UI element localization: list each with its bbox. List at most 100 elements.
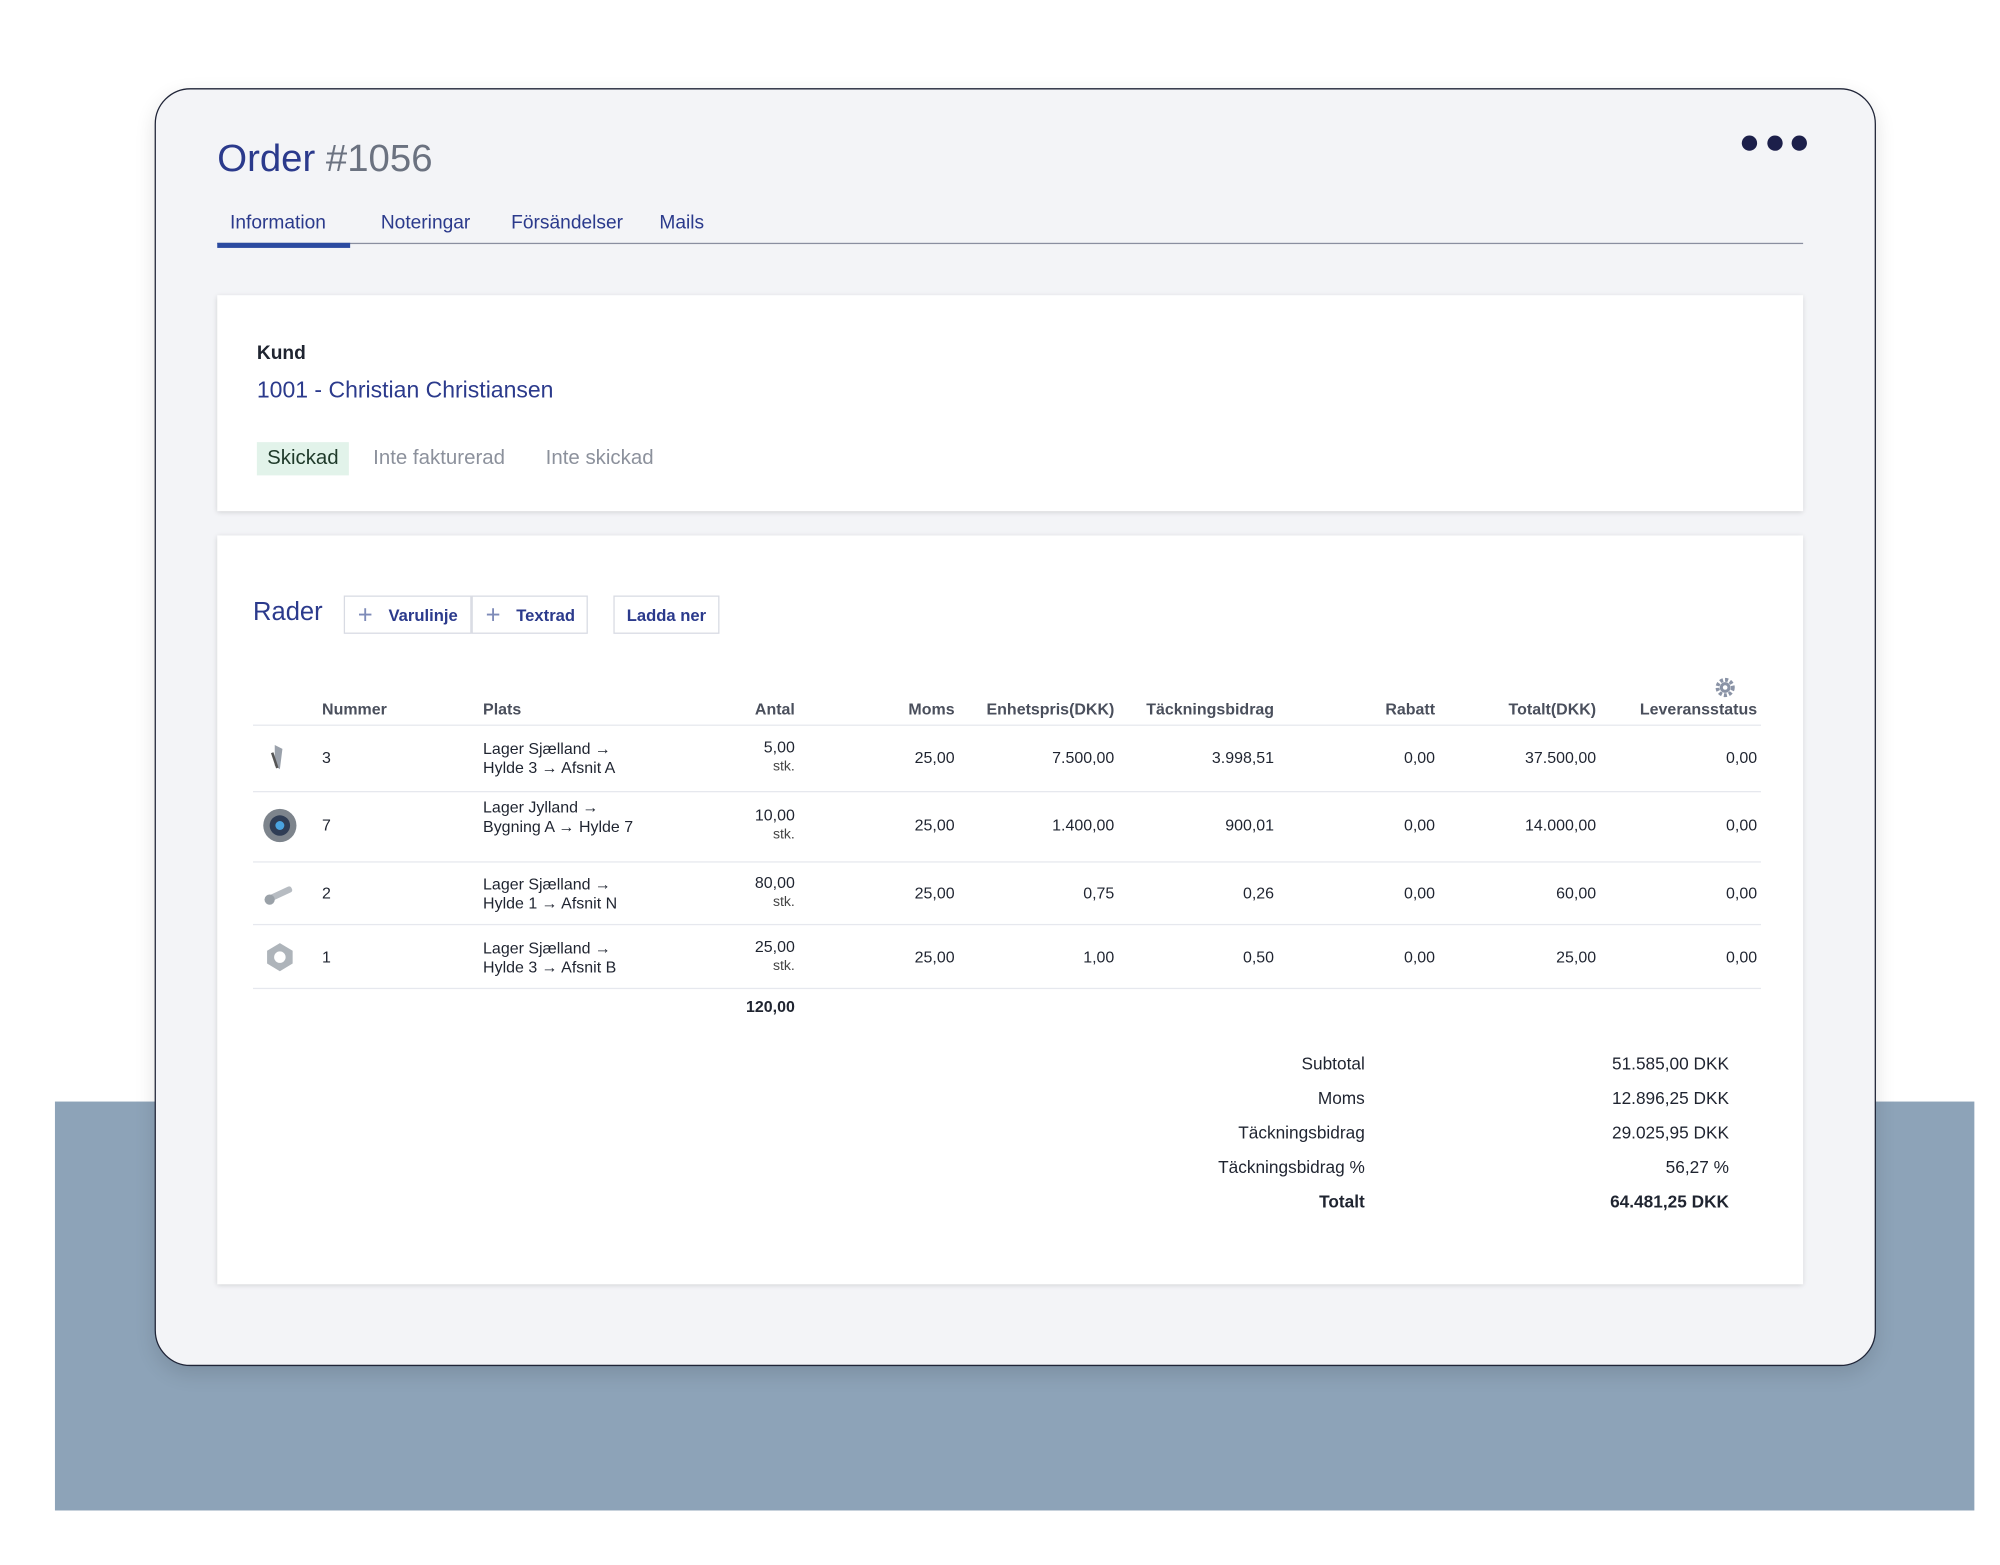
summary-value: 51.585,00 DKK xyxy=(1611,1054,1729,1074)
column-header: Totalt(DKK) xyxy=(1508,700,1597,719)
button-label: Varulinje xyxy=(388,605,458,625)
cell-location: Lager Jylland → Bygning A → Hylde 7 xyxy=(483,798,634,836)
cell-value: 25,00 xyxy=(914,948,955,967)
cell-quantity: 25,00 xyxy=(754,937,795,956)
customer-link[interactable]: 1001 - Christian Christiansen xyxy=(256,376,554,403)
cell-value: 14.000,00 xyxy=(1525,816,1597,835)
button[interactable]: + Varulinje xyxy=(343,595,472,634)
cell-value: 1,00 xyxy=(1083,948,1115,967)
cell-value: 7.500,00 xyxy=(1052,748,1115,767)
cell-value: 0,00 xyxy=(1726,748,1758,767)
button[interactable]: + Textrad xyxy=(471,595,588,634)
cell-value: 0,00 xyxy=(1403,748,1436,767)
column-header: Enhetspris(DKK) xyxy=(986,700,1115,719)
cell-value: 0,00 xyxy=(1403,884,1436,903)
cell-value: 0,50 xyxy=(1242,948,1275,967)
cell-number: 2 xyxy=(322,884,331,903)
lines-title: Rader xyxy=(253,598,323,627)
row-separator xyxy=(253,923,1761,926)
column-header: Rabatt xyxy=(1385,700,1436,719)
cell-unit: stk. xyxy=(772,759,795,775)
column-header: Täckningsbidrag xyxy=(1146,700,1275,719)
summary-value: 56,27 % xyxy=(1665,1157,1729,1177)
status-badge: Inte skickad xyxy=(545,447,654,469)
tab-rule xyxy=(217,242,1804,245)
cell-value: 0,00 xyxy=(1726,816,1758,835)
plus-icon: + xyxy=(357,601,373,631)
summary-value: 12.896,25 DKK xyxy=(1611,1088,1729,1108)
cell-unit: stk. xyxy=(772,894,795,910)
lines-panel xyxy=(217,535,1804,1285)
more-menu[interactable] xyxy=(1732,130,1815,156)
cell-location: Lager Sjælland → Hylde 1 → Afsnit N xyxy=(483,875,618,912)
button[interactable]: Ladda ner xyxy=(613,595,720,634)
summary-label: Totalt xyxy=(1319,1192,1365,1212)
tab[interactable]: Mails xyxy=(659,212,705,234)
column-header: Plats xyxy=(483,700,522,719)
button-label: Textrad xyxy=(516,605,576,625)
tab-active-indicator xyxy=(217,242,351,248)
tab[interactable]: Noteringar xyxy=(380,212,471,234)
summary-label: Täckningsbidrag xyxy=(1238,1123,1365,1143)
cell-value: 0,75 xyxy=(1083,884,1115,903)
tab[interactable]: Information xyxy=(230,212,326,234)
cell-number: 1 xyxy=(322,948,331,967)
status-badge: Inte fakturerad xyxy=(373,447,505,469)
status-badge: Skickad xyxy=(256,442,349,476)
tab[interactable]: Försändelser xyxy=(511,212,624,234)
product-image xyxy=(263,808,297,843)
product-image xyxy=(264,886,293,905)
product-thumbnail xyxy=(262,808,298,844)
row-separator xyxy=(253,791,1761,793)
cell-unit: stk. xyxy=(772,826,795,843)
order-number: #1056 xyxy=(325,138,433,181)
cell-value: 900,01 xyxy=(1225,816,1275,835)
plus-icon: + xyxy=(485,601,501,631)
cell-value: 0,00 xyxy=(1726,884,1758,903)
product-thumbnail xyxy=(262,740,298,776)
cell-value: 25,00 xyxy=(1556,948,1597,967)
cell-value: 0,26 xyxy=(1242,884,1275,903)
cell-value: 25,00 xyxy=(914,748,955,767)
summary-value: 64.481,25 DKK xyxy=(1610,1192,1729,1212)
cell-value: 37.500,00 xyxy=(1525,748,1597,767)
column-header: Antal xyxy=(754,700,795,719)
summary-value: 29.025,95 DKK xyxy=(1611,1123,1729,1143)
cell-value: 1.400,00 xyxy=(1052,816,1115,835)
total-quantity: 120,00 xyxy=(745,998,795,1016)
settings-icon[interactable] xyxy=(1714,676,1737,699)
cell-location: Lager Sjælland → Hylde 3 → Afsnit B xyxy=(483,939,617,976)
cell-location: Lager Sjælland → Hylde 3 → Afsnit A xyxy=(483,739,616,777)
cell-value: 0,00 xyxy=(1403,948,1436,967)
cell-quantity: 5,00 xyxy=(763,738,795,757)
cell-value: 3.998,51 xyxy=(1211,748,1275,767)
cell-value: 60,00 xyxy=(1556,884,1597,903)
product-image xyxy=(267,943,293,972)
summary-label: Subtotal xyxy=(1301,1054,1365,1074)
cell-value: 25,00 xyxy=(914,884,955,903)
column-header: Leveransstatus xyxy=(1639,700,1758,719)
cell-value: 25,00 xyxy=(914,816,955,835)
row-separator xyxy=(253,987,1761,990)
product-thumbnail xyxy=(262,875,298,911)
summary-label: Moms xyxy=(1317,1088,1365,1108)
cell-number: 3 xyxy=(322,748,331,767)
column-header: Moms xyxy=(908,700,955,719)
customer-panel xyxy=(217,295,1804,512)
order-title: Order #1056 xyxy=(217,138,432,181)
row-separator xyxy=(253,861,1761,863)
product-thumbnail xyxy=(262,939,298,975)
customer-label: Kund xyxy=(256,342,306,365)
cell-value: 0,00 xyxy=(1726,948,1758,967)
cell-quantity: 80,00 xyxy=(754,874,795,892)
summary-label: Täckningsbidrag % xyxy=(1218,1157,1365,1177)
cell-unit: stk. xyxy=(772,958,795,974)
column-header: Nummer xyxy=(322,700,387,719)
product-image xyxy=(270,745,283,770)
cell-quantity: 10,00 xyxy=(754,806,795,825)
title: Order xyxy=(217,138,316,181)
button-label: Ladda ner xyxy=(626,605,707,625)
cell-number: 7 xyxy=(322,816,331,835)
